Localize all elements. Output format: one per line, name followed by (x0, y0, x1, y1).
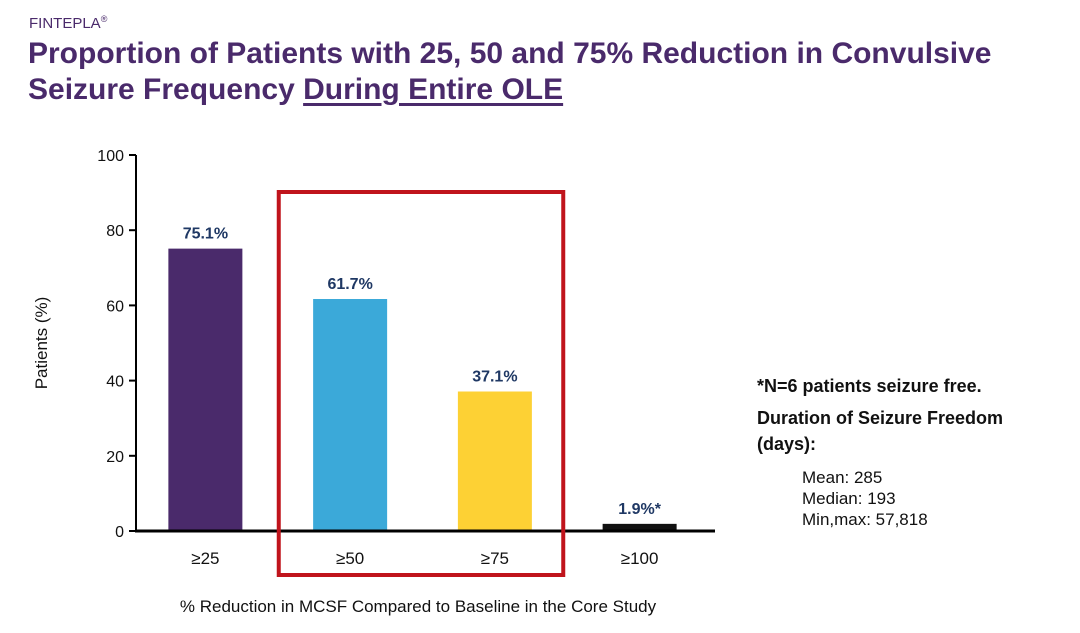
page-title: Proportion of Patients with 25, 50 and 7… (28, 36, 1068, 108)
stat-median: Median: 193 (802, 489, 896, 508)
x-tick-label: ≥25 (191, 549, 219, 568)
x-tick-label: ≥50 (336, 549, 364, 568)
stat-mean: Mean: 285 (802, 468, 883, 487)
bar-2 (313, 299, 388, 531)
x-axis-title: % Reduction in MCSF Compared to Baseline… (180, 597, 657, 616)
brand-label: FINTEPLA® (29, 14, 108, 32)
bar-data-label: 37.1% (472, 369, 517, 386)
bar-data-label: 1.9%* (618, 501, 661, 518)
y-tick-label: 20 (106, 449, 124, 466)
bar-3 (457, 391, 532, 531)
registered-mark: ® (100, 14, 108, 24)
duration-stats: Mean: 285 Median: 193 Min,max: 57,818 (802, 467, 1057, 530)
seizure-freedom-notes: *N=6 patients seizure free. Duration of … (757, 373, 1057, 530)
y-axis-title: Patients (%) (32, 297, 51, 390)
bar-data-label: 61.7% (327, 276, 372, 293)
y-tick-label: 100 (97, 148, 124, 165)
stat-minmax: Min,max: 57,818 (802, 510, 928, 529)
bar-4 (602, 523, 677, 531)
duration-heading: Duration of Seizure Freedom (days): (757, 408, 1004, 454)
title-underlined-phrase: During Entire OLE (303, 73, 564, 106)
y-tick-label: 80 (106, 223, 124, 240)
x-tick-label: ≥75 (481, 549, 509, 568)
highlight-box (276, 190, 566, 577)
x-tick-label: ≥100 (621, 549, 659, 568)
y-tick-label: 0 (115, 524, 124, 541)
title-line-1: Proportion of Patients with 25, 50 and 7… (28, 37, 992, 70)
bar-1 (168, 248, 243, 531)
title-line-2: Seizure Frequency (28, 73, 304, 106)
y-tick-label: 40 (106, 374, 124, 391)
bar-data-label: 75.1% (183, 226, 228, 243)
y-tick-label: 60 (106, 298, 124, 315)
seizure-free-note: *N=6 patients seizure free. (757, 376, 982, 396)
